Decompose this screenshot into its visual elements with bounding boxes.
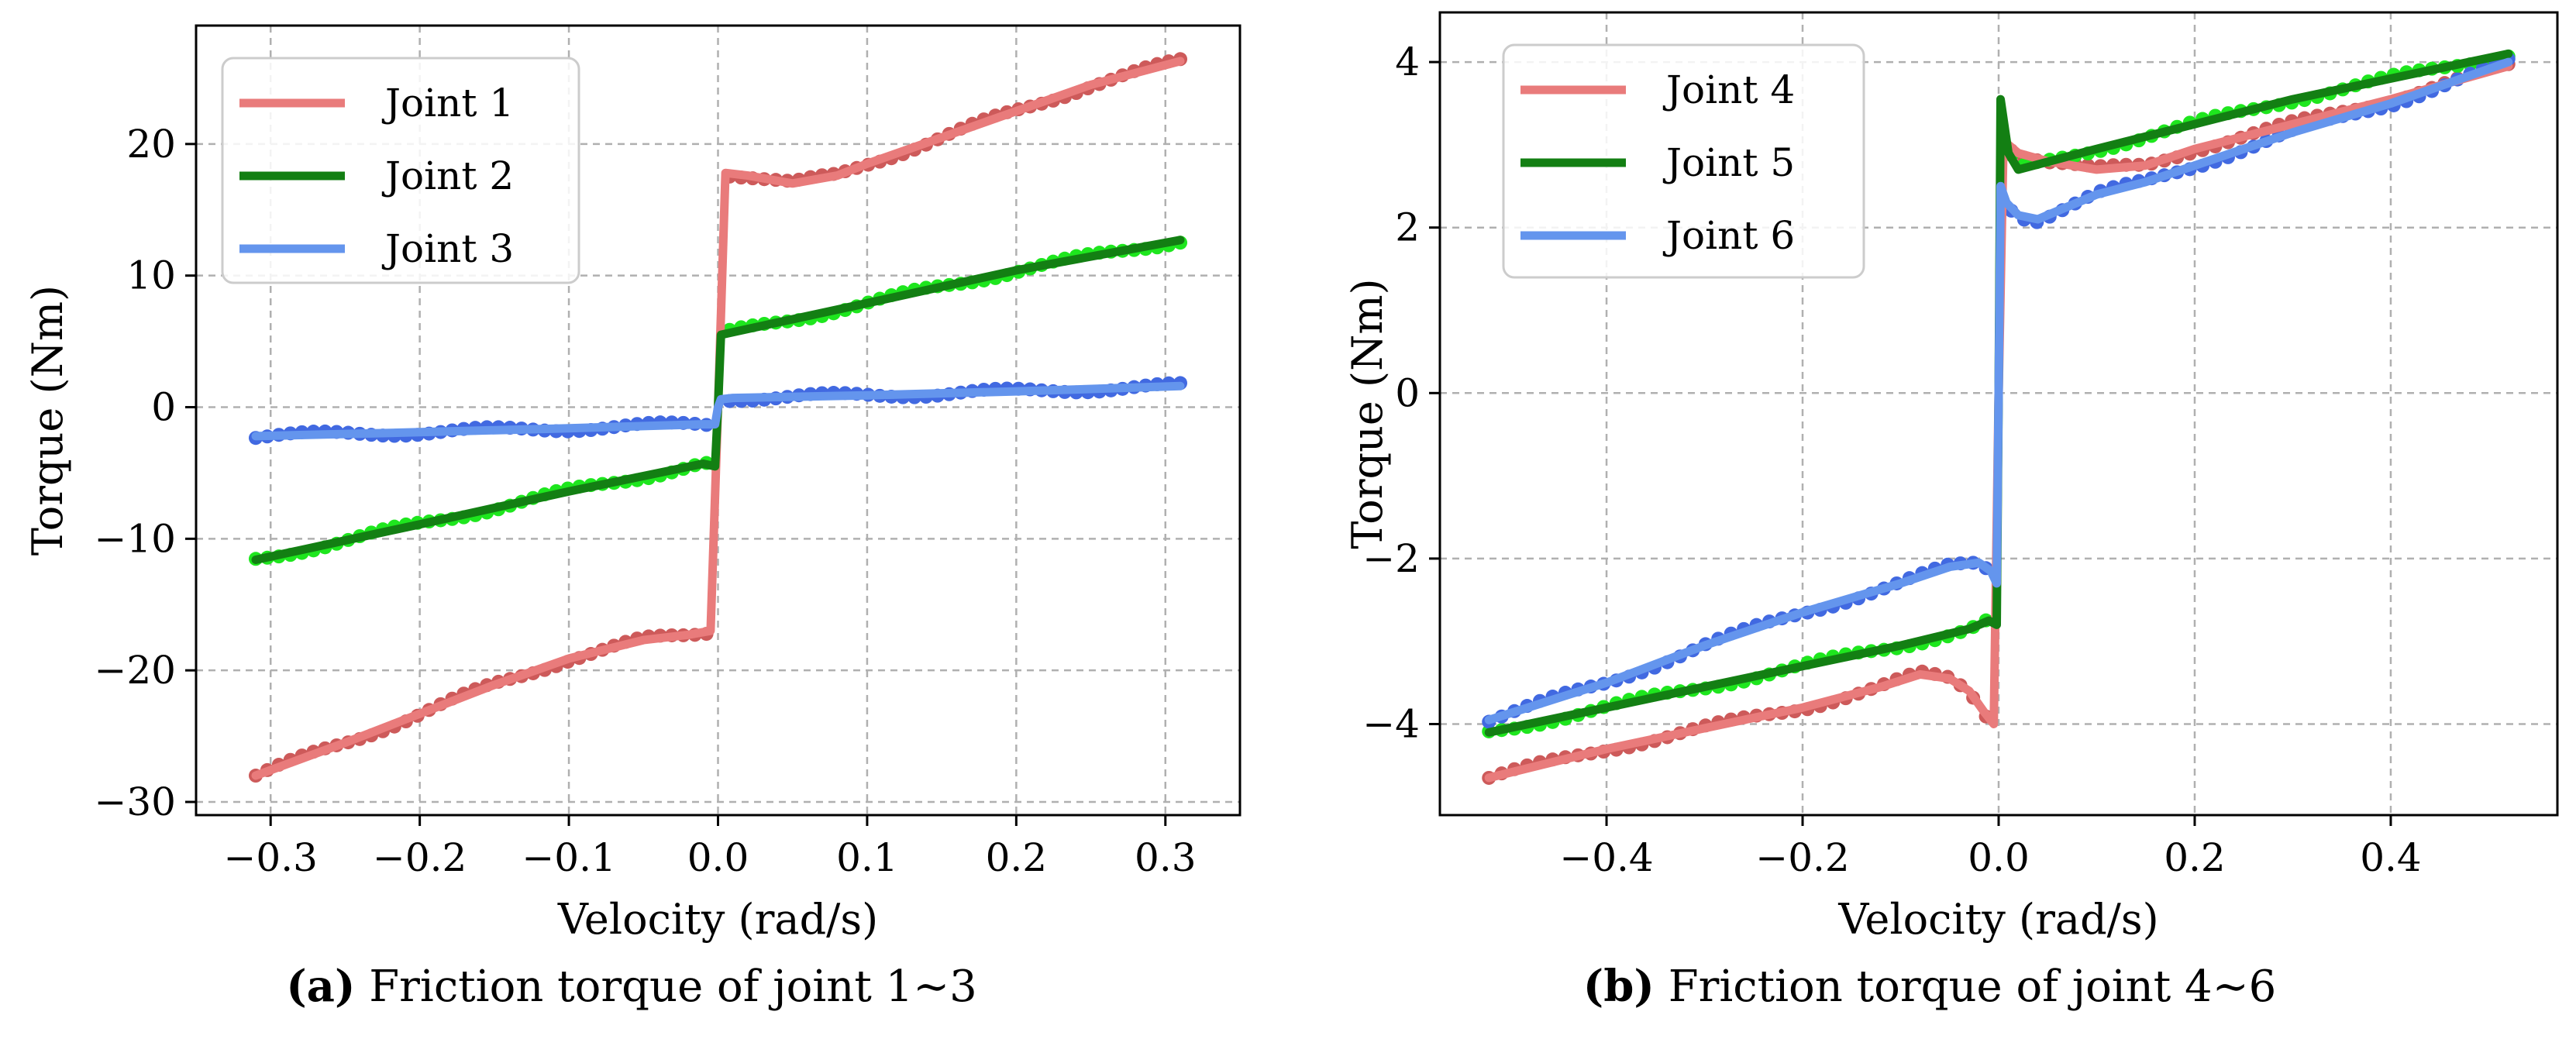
legend-label: Joint 4 (1662, 67, 1795, 112)
x-tick-label: −0.1 (522, 835, 615, 880)
legend-box (1502, 43, 1865, 279)
caption-b-letter: (b) (1582, 961, 1655, 1012)
x-tick-label: 0.2 (986, 835, 1048, 880)
chart-panel-a: −0.3 −0.2 −0.1 0.0 0.1 0.2 0.3 −30 −20 −10 0 10 20 Ve… (23, 24, 1242, 944)
x-tick-label: −0.2 (373, 835, 467, 880)
y-tick-label: 10 (126, 253, 176, 298)
x-tick-label: −0.3 (224, 835, 318, 880)
caption-a: (a) Friction torque of joint 1∼3 (286, 961, 977, 1012)
y-tick-label: 4 (1395, 40, 1420, 84)
x-tick-label: 0.0 (687, 835, 749, 880)
legend-label: Joint 5 (1662, 140, 1795, 185)
y-axis-title: Torque (Nm) (23, 285, 72, 556)
y-tick-label: −30 (94, 779, 176, 824)
series-line-joint-6 (1484, 57, 2513, 724)
legend-label: Joint 3 (381, 226, 514, 271)
x-axis-title: Velocity (rad/s) (557, 895, 878, 944)
y-tick-label: 0 (151, 385, 176, 430)
caption-b: (b) Friction torque of joint 4∼6 (1583, 961, 2277, 1012)
x-tick-label: −0.4 (1559, 835, 1653, 880)
y-tick-label: 2 (1395, 205, 1420, 250)
y-tick-label: −20 (94, 648, 176, 693)
caption-a-text: Friction torque of joint 1∼3 (369, 962, 977, 1012)
x-tick-label: 0.0 (1968, 835, 2030, 880)
legend-label: Joint 6 (1662, 213, 1795, 258)
x-tick-label: 0.3 (1135, 835, 1197, 880)
y-tick-label: 20 (126, 122, 176, 167)
x-tick-label: 0.2 (2164, 835, 2226, 880)
series-line-joint-1 (251, 57, 1185, 780)
y-axis-title: Torque (Nm) (1343, 278, 1392, 549)
legend-label: Joint 1 (381, 81, 514, 126)
y-tick-label: −10 (94, 516, 176, 561)
x-tick-label: 0.1 (836, 835, 898, 880)
caption-b-text: Friction torque of joint 4∼6 (1668, 962, 2277, 1012)
legend-label: Joint 2 (381, 153, 514, 198)
chart-panel-b: −0.4 −0.2 0.0 0.2 0.4 −4 −2 0 2 4 Velocity (rad/s)… (1343, 11, 2559, 944)
y-tick-label: −2 (1362, 536, 1420, 581)
y-tick-label: 0 (1395, 370, 1420, 415)
y-tick-label: −4 (1362, 702, 1420, 747)
x-tick-label: 0.4 (2360, 835, 2422, 880)
x-axis-title: Velocity (rad/s) (1837, 895, 2158, 944)
series-line-joint-3 (251, 381, 1185, 441)
x-tick-label: −0.2 (1755, 835, 1849, 880)
legend-box (221, 57, 580, 284)
caption-a-letter: (a) (286, 961, 356, 1012)
